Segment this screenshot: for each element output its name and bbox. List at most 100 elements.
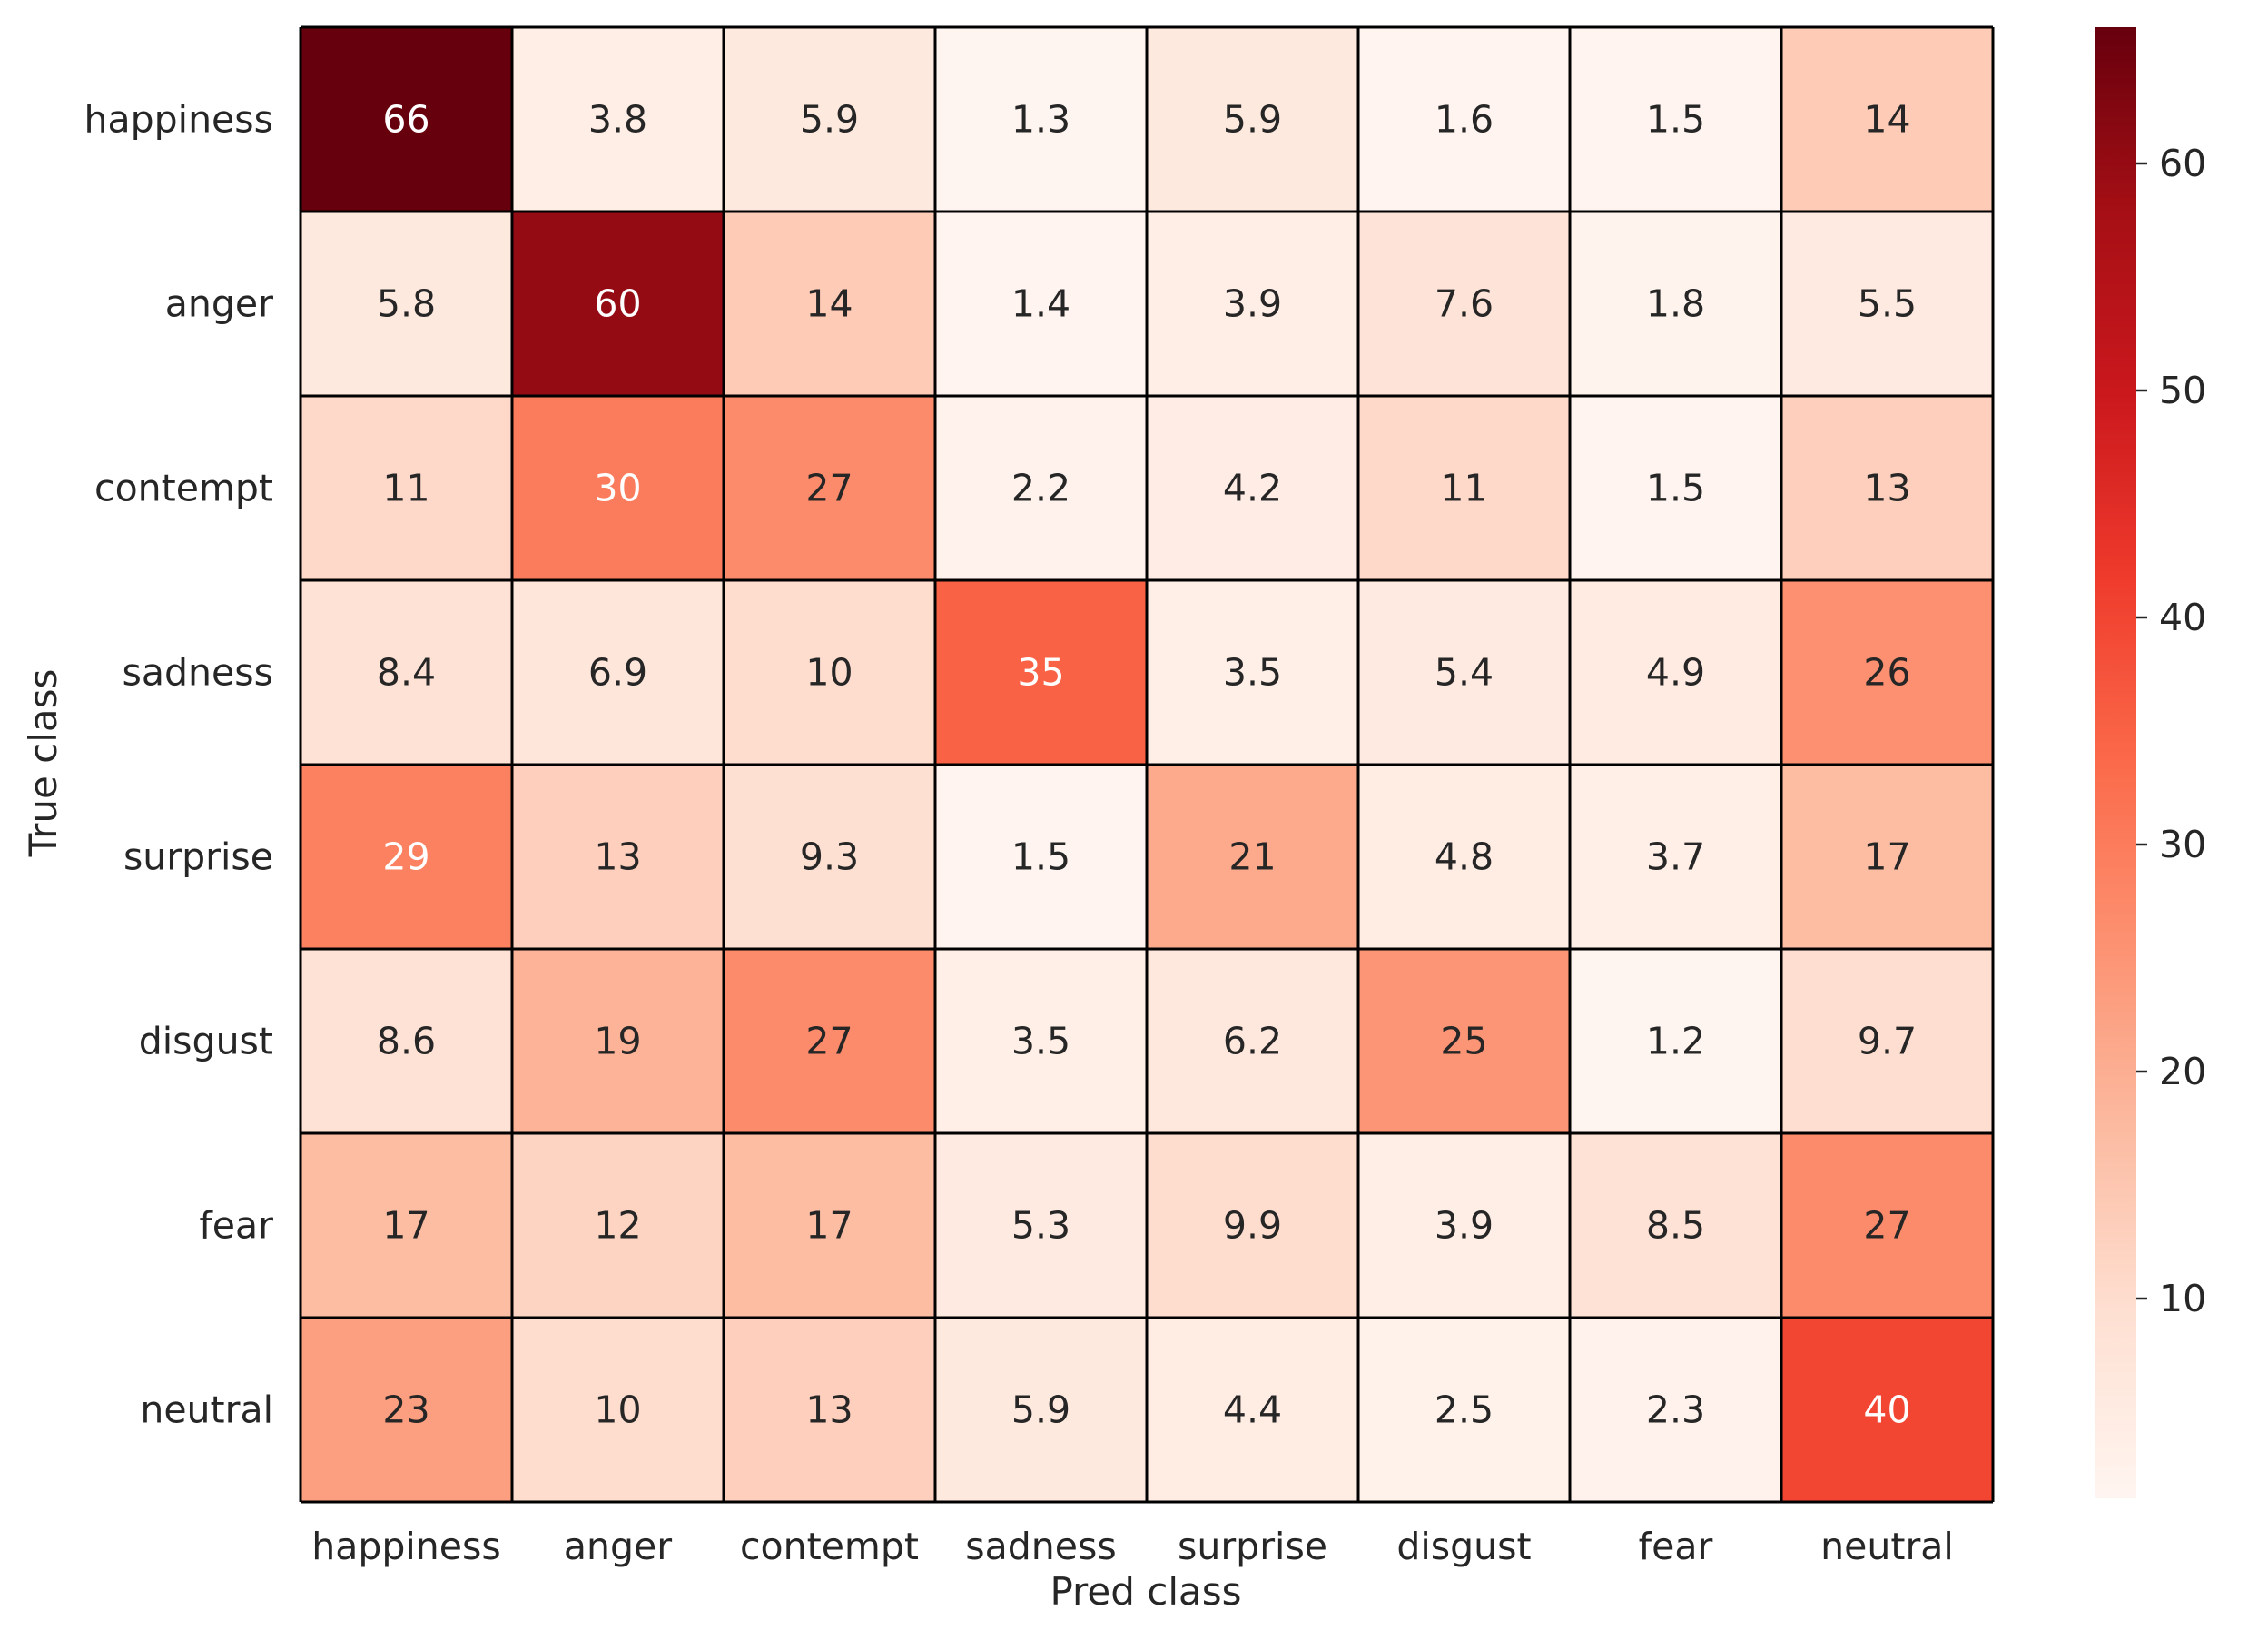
heatmap-cell	[1781, 580, 1993, 765]
heatmap-cell	[1147, 949, 1358, 1133]
y-tick-label: sadness	[123, 651, 273, 695]
heatmap-cell	[935, 1318, 1147, 1502]
heatmap-cell	[1570, 396, 1781, 580]
heatmap-cell	[724, 27, 935, 212]
heatmap-cell	[301, 27, 512, 212]
heatmap-cell-value: 1.8	[1646, 282, 1705, 326]
heatmap-cell-value: 5.9	[1223, 98, 1282, 142]
heatmap-cell-value: 21	[1228, 835, 1276, 879]
heatmap-cell-value: 1.5	[1011, 835, 1070, 879]
heatmap-cell-value: 1.5	[1646, 467, 1705, 510]
heatmap-cell-value: 60	[594, 282, 641, 326]
heatmap-cell	[935, 1133, 1147, 1318]
heatmap-cell-value: 1.4	[1011, 282, 1070, 326]
heatmap-cell-value: 5.9	[800, 98, 859, 142]
heatmap-cell	[1358, 1133, 1570, 1318]
y-tick-label: neutral	[140, 1388, 273, 1432]
heatmap-cell-value: 25	[1440, 1020, 1487, 1063]
heatmap-cell	[512, 1318, 724, 1502]
heatmap-cell-value: 10	[594, 1388, 641, 1432]
heatmap-cell-value: 3.9	[1435, 1204, 1494, 1248]
heatmap-cell-value: 3.5	[1011, 1020, 1070, 1063]
y-axis-tick-labels: happiness anger contempt sadness surprise dis…	[84, 98, 274, 1432]
heatmap-cell	[1570, 212, 1781, 396]
heatmap-cell	[512, 1133, 724, 1318]
heatmap-cell-value: 40	[1863, 1388, 1910, 1432]
heatmap-cell-value: 13	[805, 1388, 853, 1432]
x-tick-label: surprise	[1178, 1525, 1327, 1568]
heatmap-cell-value: 14	[1863, 98, 1910, 142]
heatmap-cell-value: 13	[1863, 467, 1910, 510]
x-tick-label: contempt	[740, 1525, 919, 1568]
heatmap-cell-value: 27	[1863, 1204, 1910, 1248]
colorbar-tick-label: 10	[2159, 1277, 2206, 1320]
heatmap-cell	[724, 1133, 935, 1318]
y-tick-label: contempt	[94, 467, 273, 510]
heatmap-cell-value: 1.3	[1011, 98, 1070, 142]
colorbar-tick-label: 40	[2159, 596, 2206, 639]
heatmap-cell	[1358, 212, 1570, 396]
heatmap-cell	[512, 949, 724, 1133]
heatmap-cell-value: 6.9	[588, 651, 647, 695]
heatmap-cell	[1358, 1318, 1570, 1502]
y-tick-label: happiness	[84, 98, 273, 142]
x-tick-label: happiness	[311, 1525, 500, 1568]
heatmap-cell-value: 7.6	[1435, 282, 1494, 326]
colorbar	[2095, 27, 2136, 1498]
heatmap-cell-value: 9.7	[1858, 1020, 1917, 1063]
heatmap-cell-value: 5.5	[1858, 282, 1917, 326]
heatmap-cell-value: 14	[805, 282, 853, 326]
heatmap-cell	[512, 27, 724, 212]
heatmap-cell-value: 5.3	[1011, 1204, 1070, 1248]
x-axis-tick-labels: happiness anger contempt sadness surprise dis…	[311, 1525, 1954, 1568]
heatmap-cell	[1781, 212, 1993, 396]
heatmap-cell-value: 9.9	[1223, 1204, 1282, 1248]
x-tick-label: anger	[564, 1525, 672, 1568]
heatmap-cell-value: 1.6	[1435, 98, 1494, 142]
heatmap-cell-value: 1.2	[1646, 1020, 1705, 1063]
heatmap-cell	[1358, 765, 1570, 949]
heatmap-cell-value: 12	[594, 1204, 641, 1248]
heatmap-cell	[512, 580, 724, 765]
heatmap-cell	[301, 1318, 512, 1502]
heatmap-cell-value: 2.5	[1435, 1388, 1494, 1432]
heatmap-cell	[1570, 949, 1781, 1133]
heatmap-cell	[1147, 1133, 1358, 1318]
heatmap-cell	[724, 212, 935, 396]
heatmap-cell-value: 8.5	[1646, 1204, 1705, 1248]
x-axis-label: Pred class	[1050, 1569, 1241, 1614]
heatmap-cell-labels: 66 3.8 5.9 1.3 5.9 1.6 1.5 14 5.8 60 14 1.4 3.9 7.6 1.…	[377, 98, 1917, 1432]
heatmap-cell	[724, 396, 935, 580]
heatmap-cell	[935, 212, 1147, 396]
heatmap-cell	[1358, 396, 1570, 580]
heatmap-cell-value: 10	[805, 651, 853, 695]
heatmap-cell-value: 2.2	[1011, 467, 1070, 510]
heatmap-cells	[299, 25, 1995, 1504]
heatmap-cell	[935, 949, 1147, 1133]
heatmap-cell-value: 8.4	[377, 651, 436, 695]
heatmap-cell	[1781, 396, 1993, 580]
heatmap-cell	[1570, 27, 1781, 212]
heatmap-cell	[1147, 396, 1358, 580]
heatmap-cell	[935, 396, 1147, 580]
heatmap-cell	[724, 765, 935, 949]
heatmap-cell-value: 17	[805, 1204, 853, 1248]
heatmap-cell-value: 11	[382, 467, 429, 510]
heatmap-cell	[1570, 765, 1781, 949]
heatmap-cell	[1570, 1318, 1781, 1502]
heatmap-cell	[1147, 580, 1358, 765]
heatmap-cell-value: 27	[805, 1020, 853, 1063]
colorbar-tick-label: 50	[2159, 369, 2206, 412]
y-tick-label: surprise	[123, 835, 273, 879]
heatmap-cell-value: 4.2	[1223, 467, 1282, 510]
y-tick-label: disgust	[139, 1020, 273, 1063]
heatmap-cell-value: 26	[1863, 651, 1910, 695]
heatmap-cell	[1781, 27, 1993, 212]
heatmap-cell-value: 66	[382, 98, 429, 142]
heatmap-cell-value: 13	[594, 835, 641, 879]
heatmap-cell-value: 19	[594, 1020, 641, 1063]
heatmap-cell-value: 5.8	[377, 282, 436, 326]
heatmap-cell-value: 2.3	[1646, 1388, 1705, 1432]
colorbar-ticks: 10 20 30 40 50 60	[2136, 142, 2206, 1320]
